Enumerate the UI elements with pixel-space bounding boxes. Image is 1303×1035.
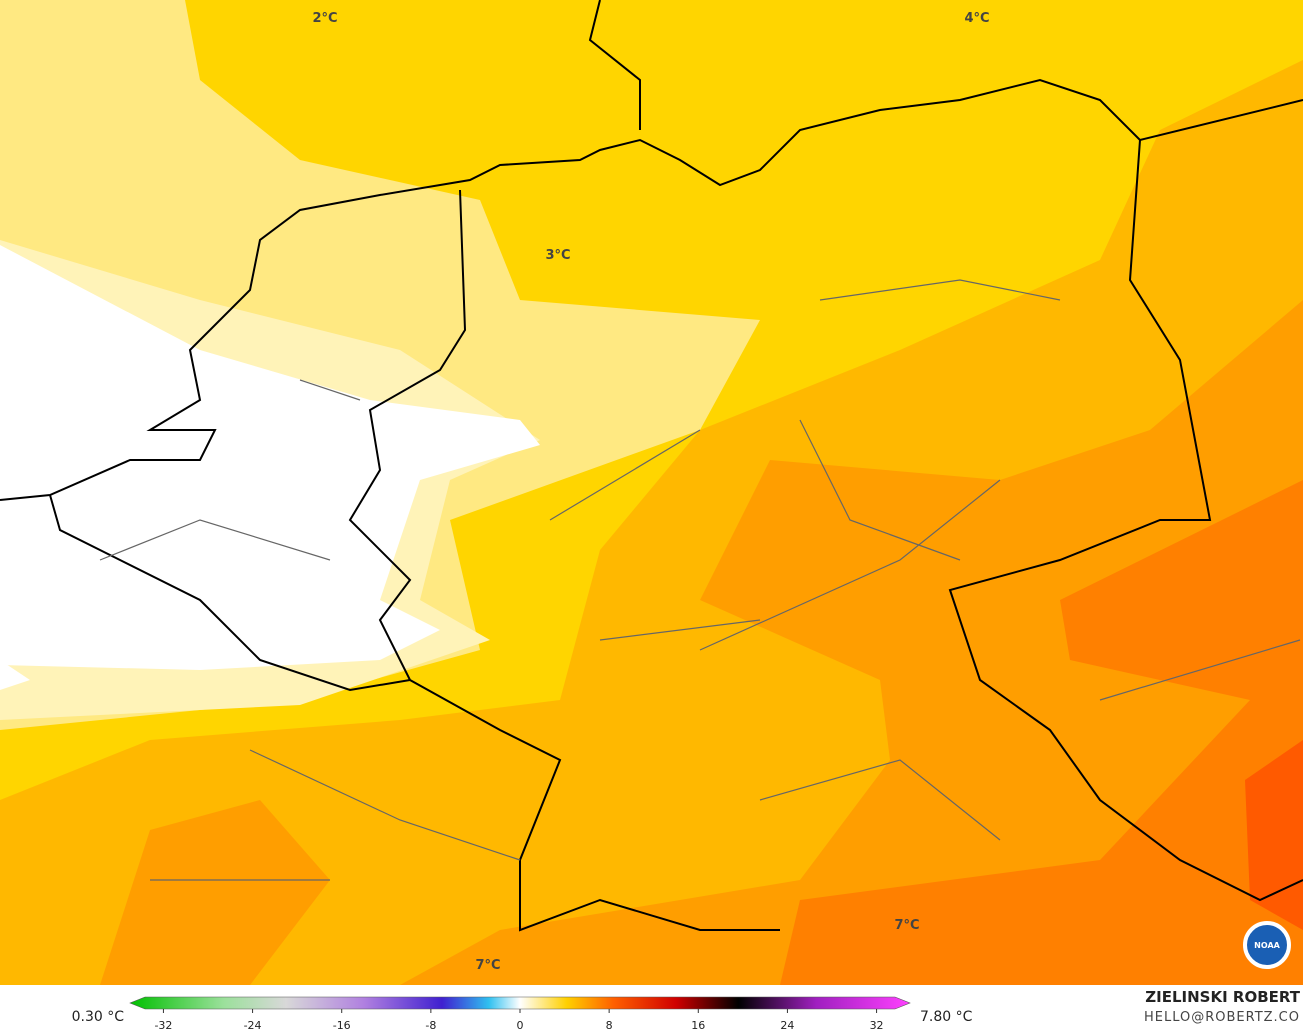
temp-label: 7°C (894, 918, 919, 933)
temp-label: 7°C (475, 958, 500, 973)
max-label: 7.80 °C (920, 1009, 973, 1025)
colorbar-ramp (129, 996, 911, 1010)
temp-label: 2°C (312, 11, 337, 26)
min-label: 0.30 °C (72, 1009, 125, 1025)
temp-label: 4°C (964, 11, 989, 26)
temp-label: 3°C (545, 248, 570, 263)
colorbar-tick-label: -8 (425, 1019, 436, 1032)
colorbar-tick-label: 8 (606, 1019, 613, 1032)
colorbar-tick-label: 16 (691, 1019, 705, 1032)
credit-contact: HELLO@ROBERTZ.CO (1144, 1010, 1300, 1025)
colorbar-tick-label: -32 (154, 1019, 172, 1032)
colorbar-tick-label: 24 (780, 1019, 794, 1032)
credit-name: ZIELINSKI ROBERT (1145, 988, 1300, 1006)
colorbar: 0.30 °C 7.80 °C -32 -24 -16 -8 0 8 16 24 32 (72, 996, 973, 1032)
map: 2°C 4°C 3°C 7°C 7°C NOAA (0, 0, 1303, 985)
colorbar-tick-label: 32 (870, 1019, 884, 1032)
colorbar-tick-label: -24 (244, 1019, 262, 1032)
logo-text: NOAA (1254, 941, 1280, 950)
colorbar-tick-label: 0 (517, 1019, 524, 1032)
noaa-logo (1243, 921, 1291, 969)
colorbar-tick-label: -16 (333, 1019, 351, 1032)
